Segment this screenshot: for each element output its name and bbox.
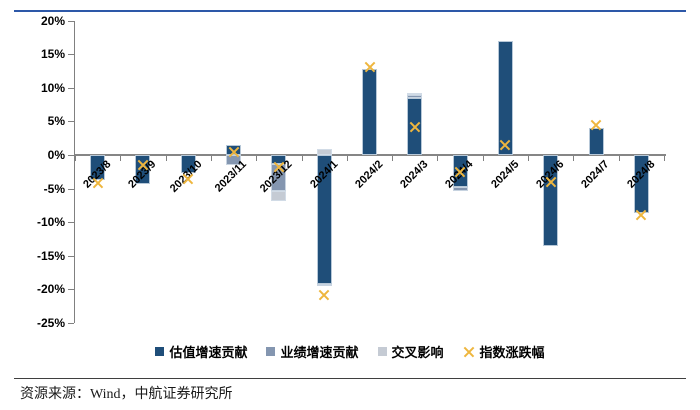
y-axis-label: 20% bbox=[40, 13, 65, 28]
x-axis-tick bbox=[346, 156, 348, 161]
x-axis-tick bbox=[618, 156, 620, 161]
index-change-marker bbox=[137, 159, 149, 171]
legend-label: 交叉影响 bbox=[391, 345, 444, 360]
y-axis-label: -25% bbox=[36, 316, 65, 330]
x-axis-tick bbox=[664, 156, 665, 161]
x-axis-tick bbox=[165, 156, 167, 161]
index-change-marker bbox=[454, 166, 466, 178]
footer-divider-line bbox=[14, 378, 686, 379]
x-axis-tick bbox=[256, 156, 258, 161]
index-change-marker bbox=[364, 61, 376, 73]
legend-label: 指数涨跌幅 bbox=[479, 345, 545, 360]
bar-segment bbox=[588, 128, 604, 155]
cross-effect-series-swatch-icon bbox=[377, 347, 387, 356]
y-axis-tick bbox=[68, 121, 74, 123]
index-change-marker bbox=[318, 289, 330, 301]
y-axis-tick bbox=[68, 155, 74, 156]
bar-segment bbox=[497, 41, 513, 155]
source-note: 资源来源：Wind，中航证券研究所 bbox=[20, 387, 233, 402]
y-axis-tick bbox=[68, 255, 74, 257]
bar-segment bbox=[362, 68, 377, 155]
bar-segment bbox=[316, 148, 332, 155]
x-axis-tick bbox=[120, 156, 122, 161]
bar-segment bbox=[271, 191, 287, 202]
index-change-marker bbox=[635, 209, 647, 221]
y-axis-label: 15% bbox=[40, 47, 65, 62]
index-change-marker bbox=[590, 119, 602, 131]
index-change-marker bbox=[273, 161, 285, 173]
y-axis-tick bbox=[68, 222, 74, 224]
bar-segment bbox=[407, 95, 423, 98]
earnings-series-swatch-icon bbox=[266, 347, 276, 356]
x-axis-tick bbox=[437, 156, 439, 161]
y-axis-tick bbox=[68, 87, 74, 89]
y-axis-label: 5% bbox=[47, 114, 65, 129]
legend-item-valuation-contribution: 估值增速贡献 bbox=[155, 342, 247, 361]
bar-segment bbox=[316, 155, 332, 285]
index-change-marker bbox=[92, 177, 104, 189]
x-axis-label: 2024/7 bbox=[579, 158, 612, 191]
index-change-marker bbox=[182, 173, 194, 185]
y-axis-label: -20% bbox=[36, 282, 65, 297]
y-axis-label: 0% bbox=[47, 148, 65, 162]
legend-label: 业绩增速贡献 bbox=[280, 345, 359, 360]
index-change-marker bbox=[545, 176, 557, 188]
valuation-series-swatch-icon bbox=[155, 347, 165, 356]
top-border-line bbox=[14, 10, 686, 12]
y-axis-tick bbox=[68, 289, 74, 291]
legend-item-earnings-contribution: 业绩增速贡献 bbox=[266, 342, 359, 361]
index-change-marker bbox=[228, 146, 240, 158]
bar-segment bbox=[452, 186, 468, 192]
legend-item-index-change: 指数涨跌幅 bbox=[463, 342, 545, 361]
x-axis-label: 2024/2 bbox=[352, 158, 386, 191]
y-axis-tick bbox=[68, 323, 74, 324]
x-axis-label: 2024/3 bbox=[398, 158, 431, 191]
x-axis-tick bbox=[210, 156, 212, 161]
y-axis-label: -5% bbox=[43, 181, 65, 196]
y-axis-tick bbox=[68, 54, 74, 56]
x-axis-tick bbox=[392, 156, 394, 161]
index-change-marker bbox=[409, 121, 421, 133]
x-axis-tick bbox=[301, 156, 303, 161]
x-axis-label: 2024/5 bbox=[488, 158, 522, 191]
legend-item-cross-effect: 交叉影响 bbox=[377, 342, 444, 361]
bar-segment bbox=[316, 284, 332, 287]
index-change-x-marker-icon bbox=[463, 346, 475, 358]
index-change-marker bbox=[499, 139, 511, 151]
y-axis-label: -15% bbox=[36, 248, 65, 263]
y-axis-tick bbox=[68, 188, 74, 190]
x-axis-tick bbox=[482, 156, 484, 161]
x-axis-line bbox=[75, 154, 666, 156]
x-axis-tick bbox=[528, 156, 530, 161]
bar-segment bbox=[407, 93, 423, 96]
x-axis-tick bbox=[75, 156, 76, 161]
legend: 估值增速贡献 业绩增速贡献 交叉影响 指数涨跌幅 bbox=[0, 342, 700, 361]
y-axis-label: -10% bbox=[36, 215, 65, 230]
x-axis-tick bbox=[573, 156, 575, 161]
y-axis-label: 10% bbox=[40, 80, 65, 95]
y-axis-line bbox=[74, 20, 75, 323]
y-axis-tick bbox=[68, 20, 74, 22]
legend-label: 估值增速贡献 bbox=[169, 345, 248, 360]
